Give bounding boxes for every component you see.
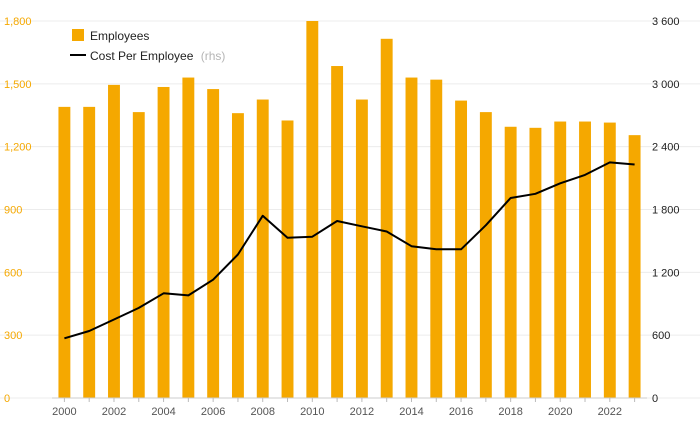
- employees-bar: [58, 106, 71, 398]
- left-tick-label: 900: [4, 205, 22, 217]
- legend-employees-label: Employees: [90, 29, 149, 43]
- cost-line: [64, 161, 635, 340]
- employees-bar: [157, 86, 170, 398]
- x-tick-label: 2022: [598, 406, 622, 418]
- x-tick-label: 2016: [449, 406, 473, 418]
- x-tick-label: 2008: [250, 406, 274, 418]
- x-tick-label: 2014: [399, 406, 423, 418]
- right-tick-label: 1 200: [652, 267, 680, 279]
- left-tick-label: 1,500: [4, 79, 32, 91]
- employees-bar: [479, 112, 492, 398]
- svg-text:Cost Per Employee (rhs: Cost Per Employee (rhs): [90, 49, 225, 63]
- right-y-axis: 0 600 1 200 1 800 2 400 3 000 3 600: [652, 16, 680, 405]
- left-tick-label: 300: [4, 330, 22, 342]
- employees-bar: [132, 112, 145, 398]
- employees-bar: [108, 84, 120, 398]
- left-tick-label: 600: [4, 267, 22, 279]
- x-tick-label: 2006: [201, 406, 225, 418]
- employees-bar: [380, 38, 393, 399]
- right-tick-label: 3 000: [652, 79, 680, 91]
- x-tick-label: 2002: [102, 406, 126, 418]
- employees-bar: [405, 77, 418, 399]
- legend: Employees Cost Per Employee (rhs): [70, 29, 225, 63]
- right-tick-label: 0: [652, 393, 658, 405]
- employees-bar: [603, 122, 616, 398]
- legend-cost-suffix: (rhs): [201, 49, 226, 63]
- x-tick-label: 2020: [548, 406, 572, 418]
- legend-cost-label: Cost Per Employee: [90, 49, 194, 63]
- employees-bar: [83, 106, 96, 398]
- right-tick-label: 1 800: [652, 205, 680, 217]
- right-tick-label: 2 400: [652, 142, 680, 154]
- employees-bar: [306, 21, 319, 398]
- right-tick-label: 600: [652, 330, 670, 342]
- right-tick-label: 3 600: [652, 16, 680, 28]
- left-tick-label: 0: [4, 393, 10, 405]
- x-axis: 2000 2002 2004 2006 2008 2010 2012 2014 2016 2018…: [52, 397, 647, 418]
- x-tick-label: 2012: [350, 406, 374, 418]
- x-tick-label: 2000: [52, 406, 76, 418]
- left-tick-label: 1,800: [4, 16, 32, 28]
- employees-bar: [628, 135, 641, 398]
- left-y-axis: 0 300 600 900 1,200 1,500 1,800: [4, 16, 32, 405]
- x-tick-label: 2004: [151, 406, 175, 418]
- gridlines: [0, 20, 700, 399]
- employees-bar: [529, 127, 542, 399]
- employees-bar: [256, 99, 269, 399]
- left-tick-label: 1,200: [4, 142, 32, 154]
- x-tick-label: 2018: [498, 406, 522, 418]
- cost-per-employee-line: [64, 161, 635, 340]
- employees-bar: [182, 77, 195, 399]
- employees-bar: [355, 99, 368, 399]
- employees-bar: [430, 79, 443, 399]
- x-tick-label: 2010: [300, 406, 324, 418]
- employees-bar: [554, 121, 567, 399]
- employees-bar: [331, 66, 344, 399]
- employees-bar: [579, 121, 591, 399]
- legend-employees-swatch: [72, 29, 84, 41]
- employees-bar: [504, 126, 517, 399]
- employees-bar: [281, 120, 294, 398]
- employees-bar: [207, 89, 220, 398]
